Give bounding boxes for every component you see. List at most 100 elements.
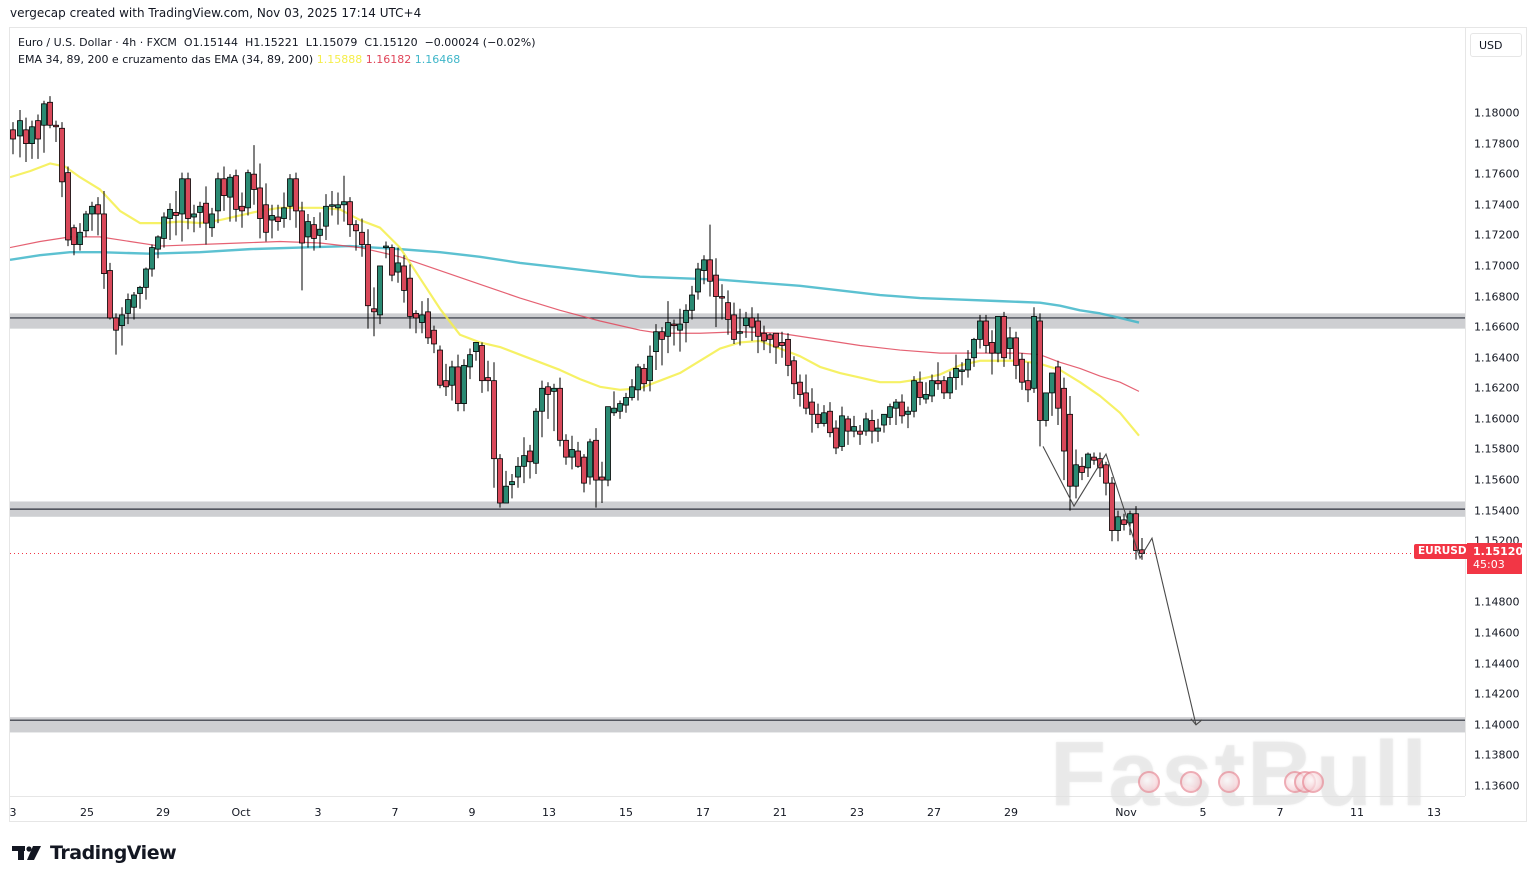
bearish-candle [359, 231, 365, 245]
bearish-candle [413, 312, 419, 319]
bearish-candle [1103, 464, 1109, 484]
price-tick: 1.17400 [1474, 198, 1520, 212]
bearish-candle [797, 381, 803, 395]
bullish-candle [971, 338, 977, 359]
bullish-candle [851, 426, 857, 432]
us-economic-event-icon[interactable] [1218, 771, 1240, 793]
bullish-candle [137, 286, 143, 294]
bearish-candle [347, 201, 353, 226]
bearish-candle [47, 101, 53, 126]
bullish-candle [125, 299, 131, 314]
bearish-candle [557, 387, 563, 441]
bullish-candle [167, 208, 173, 219]
tradingview-logo[interactable]: TradingView [12, 842, 177, 864]
bullish-candle [539, 387, 545, 412]
bearish-candle [23, 129, 29, 144]
bullish-candle [635, 366, 641, 391]
bullish-candle [947, 377, 953, 394]
bullish-candle [977, 320, 983, 340]
us-economic-event-icon[interactable] [1138, 771, 1160, 793]
bearish-candle [491, 380, 497, 460]
bullish-candle [1031, 316, 1037, 389]
bearish-candle [935, 380, 941, 385]
symbol-ohlc-line: Euro / U.S. Dollar · 4h · FXCM O1.15144 … [18, 36, 536, 49]
bullish-candle [215, 178, 221, 212]
bullish-candle [995, 316, 1001, 354]
bearish-candle [365, 244, 371, 307]
bullish-candle [419, 314, 425, 323]
indicator-name[interactable]: EMA 34, 89, 200 e cruzamento das EMA (34… [18, 53, 314, 66]
bearish-candle [791, 360, 797, 385]
price-axis[interactable] [1465, 28, 1527, 796]
bearish-candle [1133, 513, 1139, 551]
bearish-candle [1055, 366, 1061, 409]
bullish-candle [461, 364, 467, 405]
bearish-candle [581, 456, 587, 484]
bullish-candle [89, 205, 95, 215]
chart-legend: Euro / U.S. Dollar · 4h · FXCM O1.15144 … [18, 34, 536, 68]
ema34-value: 1.15888 [316, 53, 363, 66]
bearish-candle [1001, 316, 1007, 359]
us-economic-event-group-icon[interactable] [1302, 771, 1324, 793]
bearish-candle [251, 173, 257, 190]
currency-button[interactable]: USD [1470, 33, 1522, 57]
bearish-candle [833, 427, 839, 449]
bullish-candle [893, 401, 899, 409]
bullish-candle [467, 354, 473, 368]
bullish-candle [503, 485, 509, 504]
time-axis[interactable] [10, 796, 1465, 823]
bearish-candle [731, 314, 737, 340]
bearish-candle [803, 392, 809, 409]
time-tick: 21 [773, 806, 787, 819]
bullish-candle [821, 412, 827, 424]
price-tick: 1.16000 [1474, 412, 1520, 426]
bearish-candle [353, 224, 359, 232]
us-economic-event-icon[interactable] [1180, 771, 1202, 793]
bullish-candle [377, 265, 383, 316]
tradingview-wordmark: TradingView [50, 842, 177, 864]
bullish-candle [533, 410, 539, 464]
bearish-candle [497, 458, 503, 504]
chart-plot-area[interactable] [10, 28, 1465, 796]
bearish-candle [65, 172, 71, 241]
bullish-candle [191, 213, 197, 218]
bearish-candle [767, 334, 773, 340]
tradingview-logo-icon [12, 846, 41, 860]
time-tick: 13 [1427, 806, 1441, 819]
bearish-candle [203, 202, 209, 224]
bearish-candle [311, 224, 317, 239]
symbol-price-label: EURUSD [1414, 544, 1471, 559]
time-tick: 7 [1276, 806, 1284, 819]
bearish-candle [107, 270, 113, 319]
time-tick: 29 [1004, 806, 1018, 819]
bearish-candle [1079, 465, 1085, 473]
bearish-candle [1013, 337, 1019, 366]
bullish-candle [509, 481, 515, 486]
bullish-candle [149, 247, 155, 270]
bullish-candle [683, 309, 689, 323]
price-tick: 1.17600 [1474, 167, 1520, 181]
bearish-candle [599, 476, 605, 481]
bullish-candle [473, 342, 479, 353]
bullish-candle [341, 201, 347, 206]
bearish-candle [983, 320, 989, 346]
time-tick: 25 [80, 806, 94, 819]
time-tick: 15 [619, 806, 633, 819]
bullish-candle [395, 262, 401, 273]
bullish-candle [143, 268, 149, 288]
price-tick: 1.16200 [1474, 381, 1520, 395]
bearish-candle [899, 401, 905, 417]
bullish-candle [29, 126, 35, 144]
bearish-candle [1109, 482, 1115, 531]
ema200-value: 1.16468 [414, 53, 461, 66]
bullish-candle [179, 178, 185, 215]
bullish-candle [335, 204, 341, 209]
bullish-candle [863, 418, 869, 432]
bearish-candle [425, 311, 431, 339]
bullish-candle [737, 331, 743, 334]
bearish-candle [53, 124, 59, 128]
price-tick: 1.16400 [1474, 351, 1520, 365]
bullish-candle [155, 236, 161, 250]
bullish-candle [905, 410, 911, 415]
last-price-value: 1.15120 [1473, 545, 1524, 558]
